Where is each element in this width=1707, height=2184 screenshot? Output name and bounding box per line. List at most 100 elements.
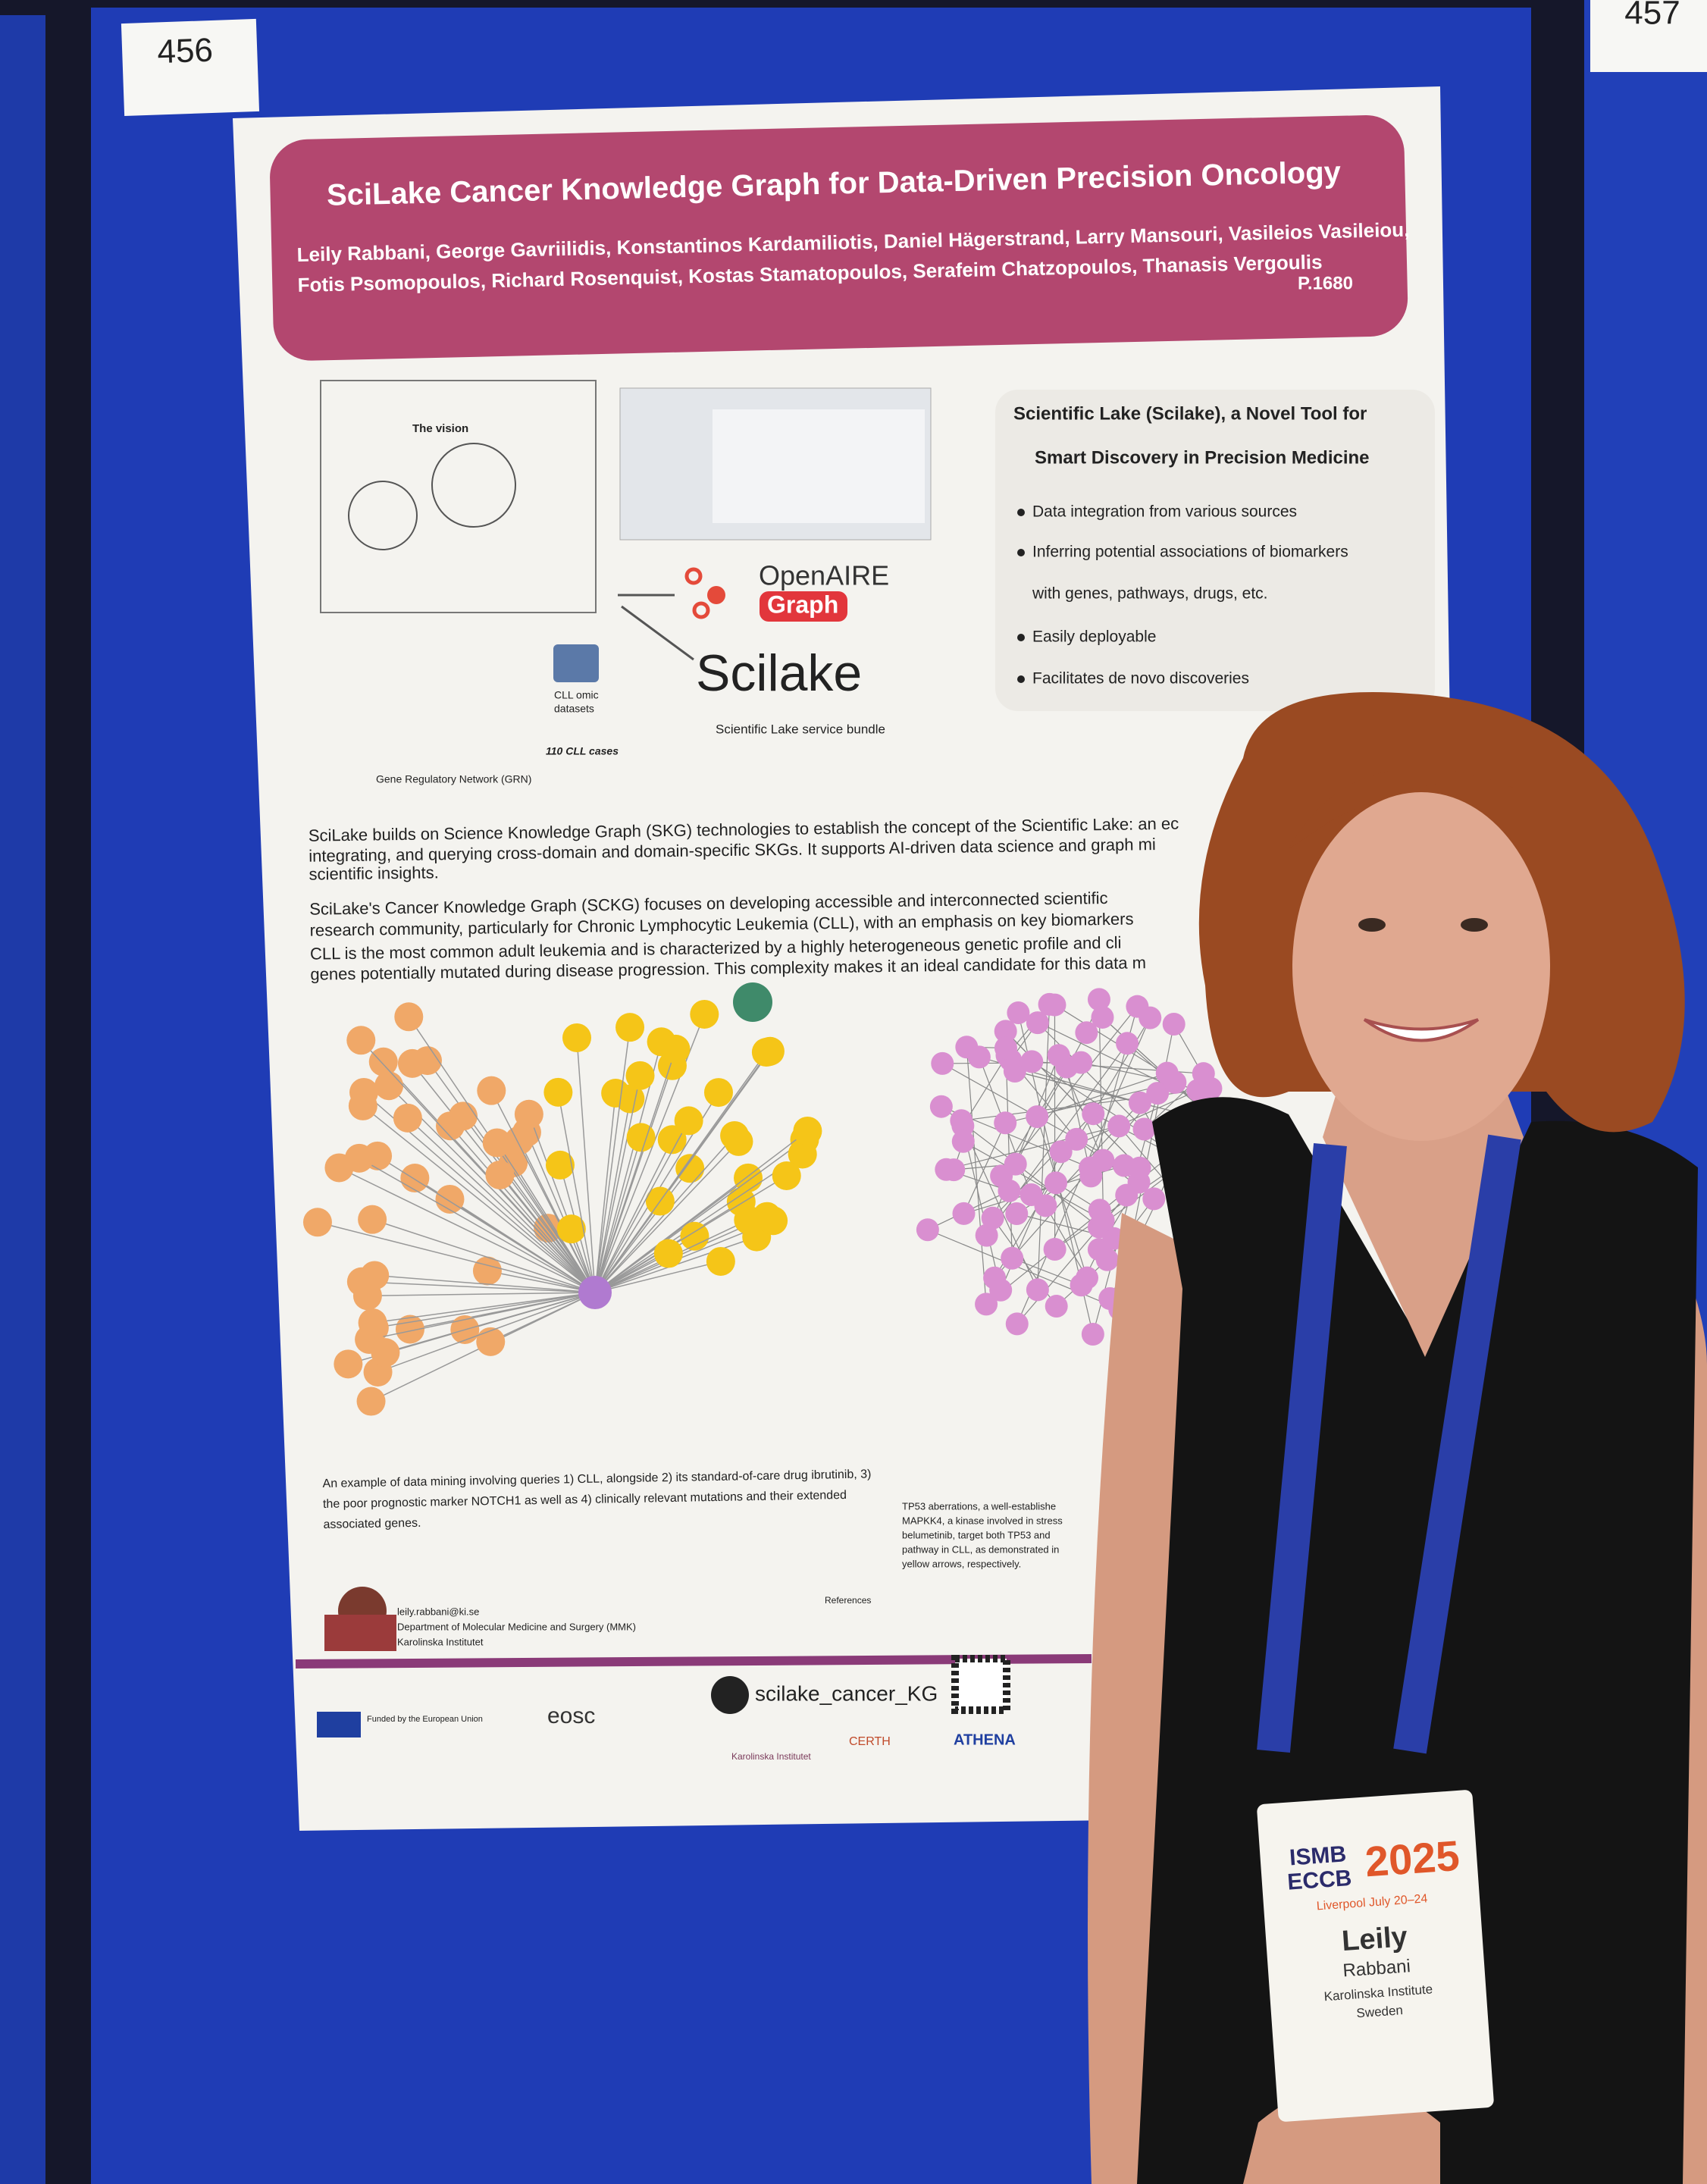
author-photo <box>324 1615 396 1651</box>
edge <box>385 1292 596 1353</box>
badge-text: ISMB <box>1289 1841 1347 1870</box>
node <box>1079 1156 1102 1180</box>
lanyard <box>1257 1142 1347 1753</box>
node <box>543 1077 573 1107</box>
node <box>1045 1171 1068 1195</box>
node <box>394 1002 424 1032</box>
contact: Karolinska Institutet <box>397 1636 484 1647</box>
poster-text: Graph <box>767 591 838 618</box>
node <box>358 1205 387 1234</box>
edge <box>594 1137 642 1293</box>
edge <box>594 1139 673 1293</box>
node <box>751 1038 781 1067</box>
caption: MAPKK4, a kinase involved in stress <box>902 1515 1063 1526</box>
icon <box>692 601 710 619</box>
node <box>674 1106 703 1136</box>
edge <box>371 1218 596 1293</box>
poster-text: eosc <box>547 1703 595 1728</box>
intro-heading: Smart Discovery in Precision Medicine <box>1035 447 1370 468</box>
node <box>989 1278 1013 1302</box>
bullet <box>1017 634 1025 641</box>
edge <box>594 1075 641 1293</box>
bullet <box>1017 675 1025 683</box>
poster-text: OpenAIRE <box>759 560 889 591</box>
edge <box>594 1261 722 1293</box>
edge <box>372 1292 596 1324</box>
edge <box>986 1055 1060 1236</box>
edge <box>557 1092 596 1293</box>
caption: associated genes. <box>323 1517 421 1531</box>
edge <box>339 1167 596 1293</box>
edge <box>368 1292 596 1340</box>
node <box>788 1139 817 1169</box>
edge <box>594 1141 740 1293</box>
node <box>601 1079 631 1108</box>
vision-box <box>320 380 597 613</box>
node <box>1026 1278 1049 1302</box>
arrow <box>621 605 694 661</box>
node <box>1087 988 1110 1011</box>
bullet <box>1017 549 1025 556</box>
node <box>967 1045 991 1069</box>
node <box>482 1128 512 1158</box>
badge-text: Leily <box>1341 1921 1408 1957</box>
node <box>1004 1152 1027 1176</box>
references: References <box>825 1595 871 1606</box>
node <box>1132 1117 1156 1141</box>
poster-text: datasets <box>554 703 594 715</box>
node <box>1049 1140 1073 1164</box>
screenshot-panel <box>713 409 925 523</box>
node <box>680 1221 709 1251</box>
node <box>1026 1011 1049 1035</box>
edge <box>594 1139 805 1293</box>
node <box>615 1013 645 1042</box>
edge <box>927 1229 1120 1310</box>
contact: Department of Molecular Medicine and Sur… <box>397 1621 636 1632</box>
node <box>1155 1061 1179 1085</box>
poster-text: CLL omic <box>554 689 599 701</box>
edge <box>594 1098 631 1293</box>
poster-text: Scilake <box>696 644 862 702</box>
edge <box>594 1175 788 1293</box>
node <box>1128 1091 1151 1114</box>
node <box>706 1246 735 1276</box>
node <box>1047 1044 1070 1067</box>
github-link: scilake_cancer_KG <box>755 1681 938 1705</box>
node <box>675 1154 705 1183</box>
poster-text: ATHENA <box>954 1731 1016 1748</box>
node <box>994 1111 1017 1135</box>
edge <box>594 1130 808 1293</box>
node <box>356 1387 386 1416</box>
poster-text: Karolinska Institutet <box>731 1751 811 1762</box>
node <box>733 982 772 1022</box>
caption: pathway in CLL, as demonstrated in <box>902 1543 1059 1555</box>
node <box>1043 993 1066 1017</box>
node <box>393 1103 422 1133</box>
node <box>371 1338 400 1368</box>
node <box>374 1071 404 1101</box>
edge <box>594 1048 677 1293</box>
poster-header <box>270 115 1408 361</box>
node <box>653 1239 683 1268</box>
edge <box>374 1292 596 1329</box>
poster-figure <box>320 380 1435 711</box>
node <box>578 1276 612 1309</box>
node <box>477 1076 506 1105</box>
edge <box>594 1027 631 1293</box>
board-number: 457 <box>1624 0 1680 32</box>
node <box>1081 1323 1104 1346</box>
bullet-text: Data integration from various sources <box>1032 503 1297 521</box>
node <box>395 1314 424 1344</box>
edge <box>1037 1073 1167 1117</box>
github-icon <box>711 1676 749 1714</box>
poster-text: The vision <box>412 422 468 435</box>
eye <box>1461 918 1488 932</box>
edge <box>361 1281 596 1293</box>
node <box>1026 1105 1049 1129</box>
node <box>657 1125 687 1155</box>
edge <box>576 1037 596 1293</box>
node <box>703 1078 733 1108</box>
edge <box>966 1047 987 1305</box>
node <box>690 999 719 1029</box>
